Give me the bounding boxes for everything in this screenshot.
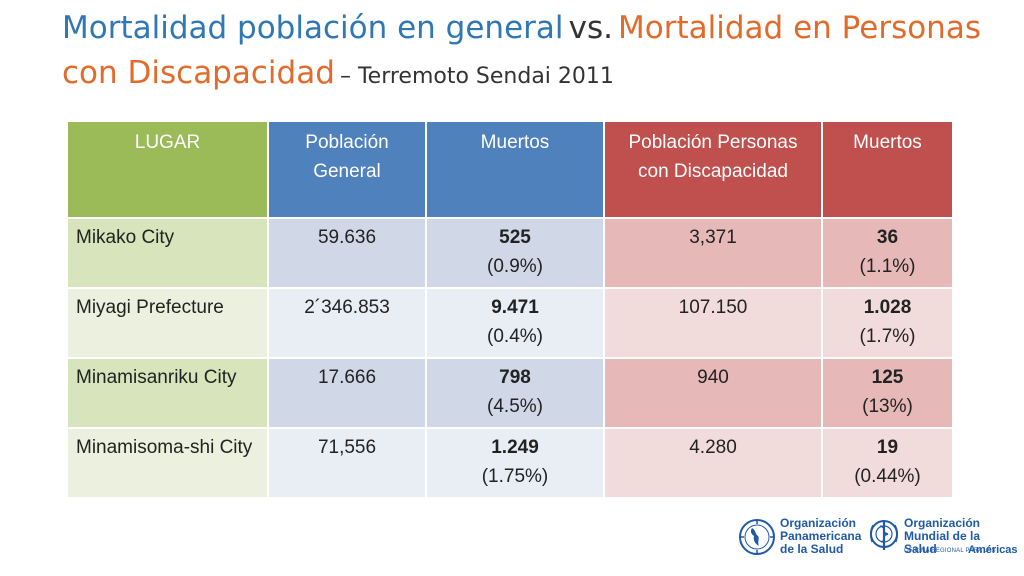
header-poblacion-general: Población General [267,120,427,219]
muertos-percent: (0.4%) [487,326,543,347]
table-row: Minamisanriku City 17.666 798 (4.5%) 940 … [66,357,954,429]
muertos-percent: (0.9%) [487,256,543,277]
muertos-disc-count: 19 [876,437,899,458]
cell-muertos: 798 (4.5%) [425,357,605,429]
cell-poblacion: 71,556 [267,427,427,499]
header-lugar: LUGAR [66,120,269,219]
cell-poblacion-discapacidad: 940 [603,357,823,429]
who-logo: Organización Mundial de la Salud OFICINA… [866,512,1018,568]
title-part3: – Terremoto Sendai 2011 [339,64,614,89]
muertos-count: 798 [499,367,531,388]
muertos-disc-percent: (13%) [862,396,913,417]
muertos-percent: (1.75%) [481,466,549,487]
cell-muertos-discapacidad: 36 (1.1%) [821,217,954,289]
cell-poblacion-discapacidad: 3,371 [603,217,823,289]
cell-muertos: 525 (0.9%) [425,217,605,289]
cell-poblacion-discapacidad: 4.280 [603,427,823,499]
cell-poblacion: 17.666 [267,357,427,429]
cell-lugar: Miyagi Prefecture [66,287,269,359]
who-name-line1: Organización [904,516,981,530]
title-part1: Mortalidad población en general [62,10,564,46]
title-vs: vs. [568,10,613,46]
muertos-disc-percent: (1.7%) [859,326,916,347]
cell-muertos-discapacidad: 19 (0.44%) [821,427,954,499]
header-muertos-discapacidad: Muertos [821,120,954,219]
who-region: Américas [968,544,1018,556]
table-row: Mikako City 59.636 525 (0.9%) 3,371 36 (1.… [66,217,954,289]
cell-poblacion: 59.636 [267,217,427,289]
muertos-disc-count: 1.028 [863,297,912,318]
table-header-row: LUGAR Población General Muertos Població… [66,120,954,219]
cell-lugar: Mikako City [66,217,269,289]
cell-lugar: Minamisanriku City [66,357,269,429]
muertos-disc-percent: (1.1%) [859,256,916,277]
cell-poblacion: 2´346.853 [267,287,427,359]
muertos-disc-percent: (0.44%) [854,466,921,487]
cell-muertos: 1.249 (1.75%) [425,427,605,499]
muertos-disc-count: 36 [876,227,899,248]
paho-logo: Organización Panamericana de la Salud [738,512,863,568]
muertos-percent: (4.5%) [487,396,543,417]
cell-muertos-discapacidad: 125 (13%) [821,357,954,429]
cell-lugar: Minamisoma-shi City [66,427,269,499]
muertos-count: 525 [499,227,531,248]
who-name-line2: Mundial de la Salud [904,529,981,556]
who-emblem-icon [870,520,898,550]
logos: Organización Panamericana de la Salud Or… [738,512,1018,568]
slide-title: Mortalidad población en general vs. Mort… [62,8,1002,98]
paho-name-line1: Organización [780,516,857,530]
cell-poblacion-discapacidad: 107.150 [603,287,823,359]
paho-name-line3: de la Salud [780,542,844,556]
table-row: Miyagi Prefecture 2´346.853 9.471 (0.4%) … [66,287,954,359]
header-poblacion-discapacidad: Población Personas con Discapacidad [603,120,823,219]
mortality-table: LUGAR Población General Muertos Població… [66,120,954,499]
table-row: Minamisoma-shi City 71,556 1.249 (1.75%) … [66,427,954,499]
muertos-count: 1.249 [491,437,539,458]
muertos-count: 9.471 [491,297,539,318]
cell-muertos: 9.471 (0.4%) [425,287,605,359]
paho-name-line2: Panamericana [780,529,862,543]
paho-emblem-icon [739,519,775,555]
who-office-label: OFICINA REGIONAL PARA LAS [904,548,996,554]
muertos-disc-count: 125 [871,367,904,388]
header-muertos-general: Muertos [425,120,605,219]
cell-muertos-discapacidad: 1.028 (1.7%) [821,287,954,359]
title-part2: Mortalidad en Personas con Discapacidad [62,10,981,91]
